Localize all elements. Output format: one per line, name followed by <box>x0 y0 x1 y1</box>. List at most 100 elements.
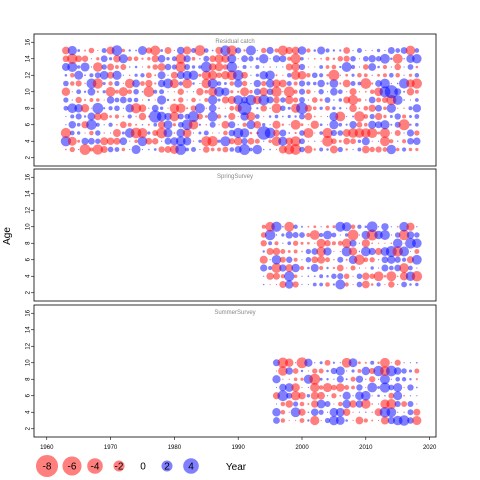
residual-bubble <box>84 49 86 52</box>
residual-bubble <box>108 81 113 86</box>
residual-bubble <box>343 47 351 54</box>
residual-bubble <box>409 99 412 101</box>
residual-bubble <box>301 275 303 277</box>
residual-bubble <box>358 361 361 365</box>
y-tick-label: 16 <box>26 173 32 180</box>
residual-bubble <box>143 86 155 98</box>
residual-bubble <box>291 62 300 72</box>
residual-bubble <box>352 148 354 151</box>
residual-bubble <box>393 383 403 392</box>
residual-bubble <box>216 72 222 79</box>
residual-bubble <box>89 147 94 152</box>
residual-bubble <box>280 274 285 279</box>
residual-bubble <box>345 73 349 77</box>
residual-bubble <box>339 234 341 236</box>
residual-bubble <box>408 106 413 111</box>
residual-bubble <box>177 88 184 95</box>
residual-bubble <box>282 66 284 68</box>
residual-bubble <box>159 89 165 95</box>
residual-bubble <box>78 148 80 151</box>
residual-bubble <box>287 250 291 253</box>
residual-bubble <box>99 70 109 80</box>
residual-bubble <box>138 104 147 113</box>
residual-bubble <box>160 49 164 52</box>
residual-bubble <box>306 73 311 78</box>
residual-bubble <box>331 64 337 70</box>
residual-bubble <box>342 79 351 88</box>
residual-bubble <box>96 90 99 93</box>
residual-bubble <box>157 63 166 71</box>
residual-bubble <box>205 107 207 109</box>
residual-bubble <box>307 58 309 60</box>
residual-bubble <box>183 46 192 55</box>
residual-bubble <box>406 231 415 239</box>
residual-bubble <box>371 419 374 422</box>
residual-bubble <box>339 394 342 397</box>
residual-bubble <box>105 86 116 97</box>
residual-bubble <box>173 98 176 102</box>
residual-bubble <box>299 401 305 407</box>
residual-bubble <box>95 122 100 127</box>
residual-bubble <box>241 80 248 87</box>
panel-2: SpringSurvey 2 4 6 8 10 12 14 16 <box>26 168 437 302</box>
x-tick-label: 2000 <box>295 445 309 451</box>
residual-bubble <box>229 105 235 111</box>
residual-bubble <box>314 140 316 142</box>
residual-bubble <box>226 45 237 56</box>
y-tick-label: 16 <box>26 309 32 316</box>
residual-bubble <box>376 282 381 287</box>
residual-bubble <box>145 79 153 88</box>
residual-bubble <box>401 377 407 382</box>
residual-bubble <box>94 72 101 79</box>
residual-bubble <box>290 119 301 130</box>
residual-bubble <box>203 55 210 62</box>
residual-bubble <box>220 136 231 147</box>
residual-bubble <box>134 139 138 144</box>
residual-bubble <box>69 146 75 153</box>
residual-bubble <box>307 402 310 406</box>
residual-bubble <box>389 115 393 118</box>
residual-bubble <box>271 254 282 265</box>
residual-bubble <box>388 281 395 288</box>
y-tick-label: 14 <box>26 55 32 62</box>
panel-frame <box>33 168 437 302</box>
residual-bubble <box>314 66 316 68</box>
y-tick-label: 8 <box>26 241 32 245</box>
residual-bubble <box>397 107 399 109</box>
residual-bubble <box>352 419 354 422</box>
residual-bubble <box>322 135 333 147</box>
residual-bubble <box>405 45 416 56</box>
residual-bubble <box>399 78 410 89</box>
residual-bubble <box>398 119 410 131</box>
residual-bubble <box>412 238 422 249</box>
residual-bubble <box>186 99 188 101</box>
residual-bubble <box>384 394 386 397</box>
residual-bubble <box>331 241 336 246</box>
residual-bubble <box>384 242 386 244</box>
residual-bubble <box>157 71 166 80</box>
y-tick-label: 12 <box>26 206 32 213</box>
y-tick-label: 6 <box>26 393 32 397</box>
residual-bubble <box>307 386 309 389</box>
residual-bubble <box>394 113 401 120</box>
residual-bubble <box>86 119 97 130</box>
residual-bubble <box>128 49 131 52</box>
residual-bubble <box>198 131 202 135</box>
residual-bubble <box>239 128 250 138</box>
residual-bubble <box>259 70 268 80</box>
residual-bubble <box>346 370 348 372</box>
y-tick-label: 4 <box>26 410 32 414</box>
residual-bubble <box>279 256 286 263</box>
residual-bubble <box>365 411 367 413</box>
residual-bubble <box>259 255 268 264</box>
residual-bubble <box>95 138 101 144</box>
panels-group: Residual catch 2 4 6 8 10 12 14 16 SpringSurvey 2 4… <box>26 33 437 451</box>
residual-bubble <box>115 89 119 94</box>
residual-bubble <box>293 81 298 86</box>
residual-bubble <box>89 73 94 78</box>
residual-bubble <box>293 401 299 407</box>
legend-bubble <box>35 454 59 478</box>
panel-title: Residual catch <box>215 39 254 45</box>
residual-bubble <box>60 136 72 147</box>
residual-bubble <box>307 266 310 270</box>
